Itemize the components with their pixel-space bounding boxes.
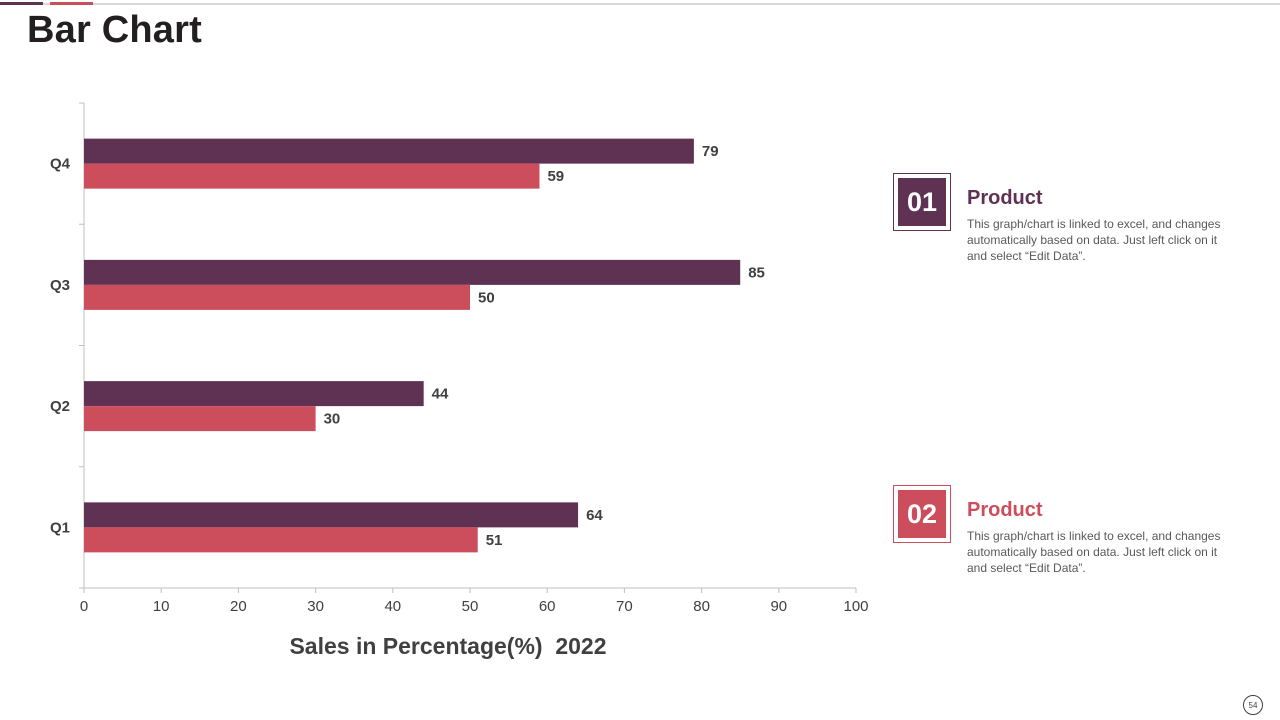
data-label: 44 [432, 386, 449, 403]
x-tick-label: 100 [843, 598, 868, 615]
top-accent-2 [50, 2, 93, 5]
data-label: 85 [748, 264, 765, 281]
legend-description: This graph/chart is linked to excel, and… [967, 217, 1221, 263]
data-label: 79 [702, 143, 719, 160]
category-label: Q1 [50, 519, 70, 536]
x-tick-label: 60 [539, 598, 556, 615]
bar [84, 138, 694, 164]
legend-title: Product [967, 187, 1043, 209]
x-tick-label: 90 [770, 598, 787, 615]
bar [84, 381, 424, 407]
category-label: Q4 [50, 156, 71, 173]
x-tick-label: 30 [307, 598, 324, 615]
data-label: 51 [486, 532, 503, 549]
top-rule [0, 3, 1280, 5]
bar-chart: Sales in Percentage(%) 2022 0 10 20 30 40 50 6… [50, 102, 869, 659]
bar [84, 527, 478, 553]
data-label: 59 [547, 168, 564, 185]
x-tick-label: 50 [462, 598, 479, 615]
x-tick-label: 80 [693, 598, 710, 615]
legend-card-2: 02 Product This graph/chart is linked to… [893, 485, 1233, 575]
bar [84, 502, 579, 528]
legend-badge-frame: 01 [893, 173, 951, 231]
legend-description: This graph/chart is linked to excel, and… [967, 529, 1221, 575]
bar [84, 406, 316, 432]
legend-badge: 01 [898, 178, 946, 226]
x-tick-label: 20 [230, 598, 247, 615]
legend-title: Product [967, 499, 1043, 521]
data-label: 30 [324, 411, 341, 428]
legend-card-1: 01 Product This graph/chart is linked to… [893, 173, 1233, 263]
x-tick-label: 40 [384, 598, 401, 615]
page-title: Bar Chart [27, 9, 202, 51]
x-tick-label: 70 [616, 598, 633, 615]
category-label: Q3 [50, 277, 70, 294]
x-tick-label: 0 [80, 598, 88, 615]
data-label: 50 [478, 289, 495, 306]
legend-badge-frame: 02 [893, 485, 951, 543]
x-axis-title: Sales in Percentage(%) 2022 [289, 633, 606, 659]
legend-badge: 02 [898, 490, 946, 538]
bar [84, 259, 741, 285]
category-label: Q2 [50, 398, 70, 415]
top-accent-1 [0, 2, 43, 5]
bar [84, 284, 470, 310]
x-tick-label: 10 [153, 598, 170, 615]
bar [84, 163, 540, 189]
data-label: 64 [586, 507, 603, 524]
page-number: 54 [1243, 695, 1263, 715]
